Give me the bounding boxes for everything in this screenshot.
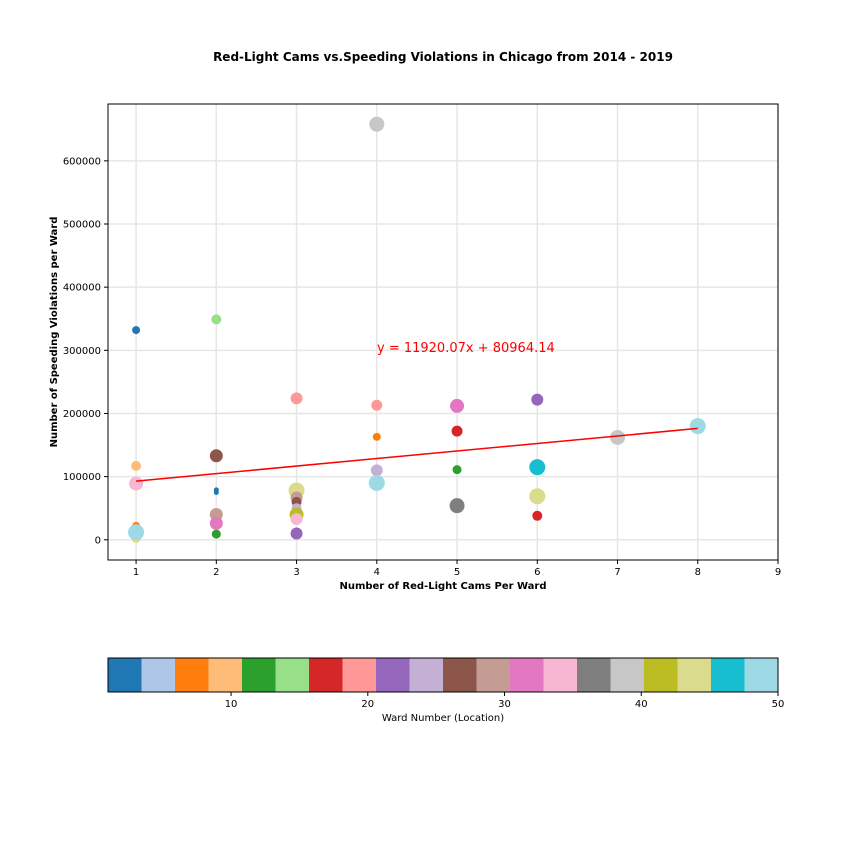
x-tick-label: 7 [614, 567, 620, 578]
y-tick-label: 100000 [63, 472, 101, 483]
colorbar-ticks: 10 20 30 40 50 [225, 692, 785, 710]
scatter-point [211, 529, 221, 539]
colorbar-cell [644, 658, 678, 692]
regression-line [136, 427, 698, 482]
scatter-point [209, 516, 223, 530]
scatter-point [370, 464, 383, 477]
scatter-point [452, 465, 462, 475]
colorbar-cell [543, 658, 578, 692]
scatter-point [131, 460, 142, 471]
x-tick-label: 3 [293, 567, 299, 578]
scatter-point [372, 432, 381, 441]
scatter-point [451, 425, 463, 437]
scatter-point [449, 498, 465, 514]
plot-area: 1 2 3 4 5 6 7 8 9 0 100000 200000 300000 400000 50000… [63, 103, 781, 578]
colorbar-cell [610, 658, 645, 692]
y-tick-label: 300000 [63, 346, 101, 357]
scatter-point [290, 392, 303, 405]
colorbar-tick-label: 40 [635, 699, 648, 710]
scatter-point [689, 418, 706, 435]
x-tick-label: 4 [374, 567, 380, 578]
axes-frame [107, 103, 779, 561]
colorbar-cell [141, 658, 176, 692]
scatter-point [132, 326, 141, 335]
colorbar-cell [677, 658, 712, 692]
y-tick-label: 200000 [63, 409, 101, 420]
colorbar-tick-label: 10 [225, 699, 238, 710]
scatter-points [128, 116, 706, 543]
colorbar-tick-label: 30 [498, 699, 511, 710]
y-tick-label: 500000 [63, 220, 101, 231]
y-tick-label: 400000 [63, 283, 101, 294]
scatter-point [213, 489, 219, 495]
x-axis-label: Number of Red-Light Cams Per Ward [339, 581, 546, 592]
scatter-point [368, 474, 385, 491]
x-tick-label: 2 [213, 567, 219, 578]
regression-layer [136, 427, 698, 482]
colorbar-cell [476, 658, 511, 692]
colorbar-cell [711, 658, 745, 692]
scatter-point [450, 398, 465, 413]
colorbar: 10 20 30 40 50 Ward Number (Location) [107, 657, 785, 724]
y-tick-label: 600000 [63, 156, 101, 167]
scatter-point [529, 459, 546, 476]
scatter-point [211, 314, 222, 325]
colorbar-cell [309, 658, 343, 692]
colorbar-cell [409, 658, 444, 692]
x-axis-ticks: 1 2 3 4 5 6 7 8 9 [133, 560, 781, 578]
scatter-point [290, 512, 303, 525]
colorbar-cells [108, 658, 779, 692]
scatter-point [290, 527, 303, 540]
colorbar-tick-label: 20 [361, 699, 374, 710]
colorbar-cell [208, 658, 243, 692]
x-tick-label: 6 [534, 567, 540, 578]
y-tick-label: 0 [95, 535, 101, 546]
x-tick-label: 8 [695, 567, 701, 578]
colorbar-cell [275, 658, 310, 692]
colorbar-cell [175, 658, 209, 692]
gridlines [108, 104, 779, 560]
chart-title: Red-Light Cams vs.Speeding Violations in… [213, 50, 673, 64]
y-axis-label: Number of Speeding Violations per Ward [49, 217, 60, 448]
scatter-point [369, 116, 385, 132]
x-tick-label: 1 [133, 567, 139, 578]
x-tick-label: 5 [454, 567, 460, 578]
scatter-point [371, 399, 383, 411]
regression-equation: y = 11920.07x + 80964.14 [377, 341, 555, 356]
colorbar-cell [108, 658, 142, 692]
scatter-point [610, 429, 626, 445]
scatter-point [532, 510, 543, 521]
colorbar-frame [107, 657, 779, 693]
colorbar-cell [443, 658, 477, 692]
scatter-point [209, 449, 223, 463]
scatter-point [128, 524, 145, 541]
scatter-point [531, 393, 544, 406]
scatter-point [129, 476, 144, 491]
colorbar-cell [376, 658, 410, 692]
colorbar-tick-label: 50 [772, 699, 785, 710]
colorbar-cell [744, 658, 779, 692]
colorbar-cell [510, 658, 544, 692]
colorbar-cell [242, 658, 276, 692]
colorbar-cell [577, 658, 611, 692]
scatter-point [529, 488, 546, 505]
x-tick-label: 9 [775, 567, 781, 578]
colorbar-cell [342, 658, 377, 692]
y-axis-ticks: 0 100000 200000 300000 400000 500000 600000 [63, 156, 108, 546]
colorbar-label: Ward Number (Location) [382, 713, 504, 724]
